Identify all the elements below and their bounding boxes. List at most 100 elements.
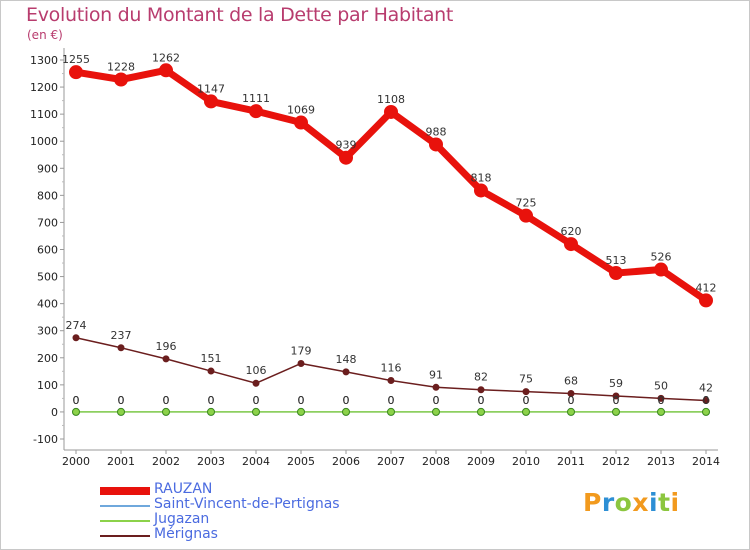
data-label-2: 0 (208, 394, 215, 407)
data-label-3: 179 (291, 344, 312, 357)
data-label-1: 0 (163, 394, 170, 407)
data-label-0: 513 (606, 254, 627, 267)
x-tick-label: 2002 (152, 455, 180, 468)
data-label-1: 0 (703, 394, 710, 407)
y-tick-label: 200 (37, 352, 58, 365)
data-label-1: 0 (478, 394, 485, 407)
data-label-0: 818 (471, 171, 492, 184)
data-label-2: 0 (343, 394, 350, 407)
series-point-2 (342, 407, 350, 416)
series-point-0 (429, 137, 443, 152)
data-label-2: 0 (613, 394, 620, 407)
data-label-2: 0 (433, 394, 440, 407)
series-point-3 (162, 355, 170, 363)
y-tick-label: 400 (37, 298, 58, 311)
series-point-0 (564, 237, 578, 252)
data-label-1: 0 (613, 394, 620, 407)
y-tick-label: 100 (37, 379, 58, 392)
series-point-2 (522, 407, 530, 416)
series-point-2 (657, 407, 665, 416)
data-label-0: 526 (651, 251, 672, 264)
data-label-3: 274 (66, 319, 87, 332)
series-point-3 (387, 377, 395, 385)
logo-letter: r (601, 488, 615, 517)
data-label-1: 0 (433, 394, 440, 407)
data-label-3: 42 (699, 382, 713, 395)
logo-letter: i (649, 488, 659, 517)
series-point-3 (252, 379, 260, 387)
series-point-2 (387, 407, 395, 416)
series-point-0 (384, 104, 398, 119)
series-point-3 (477, 386, 485, 394)
series-point-3 (702, 397, 710, 405)
series-point-0 (339, 150, 353, 165)
data-label-1: 0 (298, 394, 305, 407)
series-point-3 (117, 344, 125, 352)
series-point-3 (72, 334, 80, 342)
series-point-3 (432, 383, 440, 391)
x-tick-label: 2014 (692, 455, 720, 468)
data-label-3: 106 (246, 364, 267, 377)
series-point-3 (657, 394, 665, 402)
x-tick-label: 2004 (242, 455, 270, 468)
data-label-3: 59 (609, 377, 623, 390)
series-point-3 (207, 367, 215, 375)
legend-swatch (100, 535, 150, 537)
data-label-3: 68 (564, 375, 578, 388)
series-point-2 (117, 407, 125, 416)
logo-letter: P (583, 488, 602, 517)
data-label-0: 620 (561, 225, 582, 238)
series-point-2 (477, 407, 485, 416)
data-label-1: 0 (73, 394, 80, 407)
data-label-2: 0 (568, 394, 575, 407)
legend-label: RAUZAN (154, 481, 213, 497)
data-label-3: 91 (429, 368, 443, 381)
x-tick-label: 2003 (197, 455, 225, 468)
data-label-0: 1147 (197, 82, 225, 95)
logo-letter: x (632, 488, 649, 517)
data-label-3: 75 (519, 373, 533, 386)
logo-letter: i (670, 488, 680, 517)
data-label-0: 1255 (62, 53, 90, 66)
legend-swatch (100, 505, 150, 507)
data-label-0: 1228 (107, 60, 135, 73)
data-label-3: 151 (201, 352, 222, 365)
data-label-0: 1069 (287, 104, 315, 117)
series-point-2 (297, 407, 305, 416)
series-point-0 (654, 262, 668, 277)
data-label-2: 0 (298, 394, 305, 407)
series-point-2 (612, 407, 620, 416)
x-tick-label: 2008 (422, 455, 450, 468)
data-label-2: 0 (658, 394, 665, 407)
data-label-3: 82 (474, 371, 488, 384)
y-tick-label: 600 (37, 244, 58, 257)
legend-swatch (100, 487, 150, 495)
y-tick-label: 1300 (30, 54, 58, 67)
legend-swatch (100, 520, 150, 522)
series-point-0 (474, 183, 488, 198)
data-label-2: 0 (163, 394, 170, 407)
x-tick-label: 2013 (647, 455, 675, 468)
data-label-1: 0 (208, 394, 215, 407)
data-label-3: 50 (654, 379, 668, 392)
series-point-0 (159, 63, 173, 78)
x-tick-label: 2000 (62, 455, 90, 468)
data-label-2: 0 (253, 394, 260, 407)
y-tick-label: 500 (37, 271, 58, 284)
y-tick-label: 1200 (30, 81, 58, 94)
x-tick-label: 2001 (107, 455, 135, 468)
legend-label: Jugazan (154, 511, 210, 527)
data-label-0: 1111 (242, 92, 270, 105)
data-label-2: 0 (523, 394, 530, 407)
series-point-0 (294, 115, 308, 130)
series-point-3 (567, 390, 575, 398)
proxiti-logo: Proxiti (583, 488, 680, 517)
chart-unit: (en €) (27, 28, 63, 42)
data-label-3: 196 (156, 340, 177, 353)
data-label-2: 0 (703, 394, 710, 407)
series-point-2 (567, 407, 575, 416)
series-point-0 (519, 208, 533, 223)
y-tick-label: 1000 (30, 135, 58, 148)
legend-label: Saint-Vincent-de-Pertignas (154, 496, 340, 512)
